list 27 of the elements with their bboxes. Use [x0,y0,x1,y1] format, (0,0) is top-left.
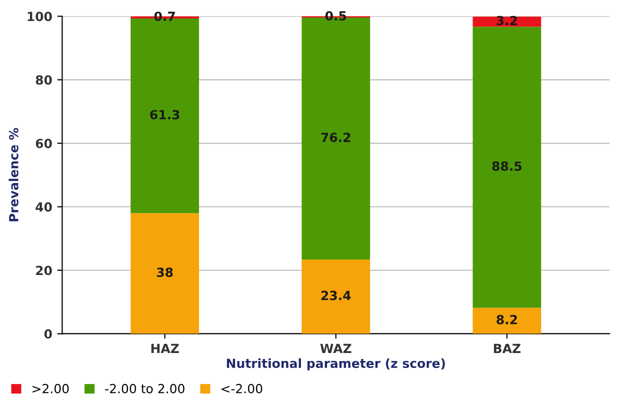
y-tick-label: 100 [28,12,52,22]
x-tick-label: BAZ [494,344,520,353]
data-label: 61.3 [150,110,180,120]
bar [302,259,370,334]
bar [472,308,542,334]
data-label: 3.2 [496,16,517,26]
data-label: 8.2 [496,314,517,324]
legend-label: -2.00 to 2.00 [105,384,184,394]
x-tick-label: HAZ [151,344,179,353]
data-label: 23.4 [321,290,351,300]
data-label: 38 [156,268,173,278]
y-tick-label: 80 [36,75,52,85]
y-axis-title: Prevalence % [8,128,18,222]
bar [130,213,200,334]
x-tick-label: WAZ [320,344,352,353]
y-tick-label: 60 [36,138,52,148]
data-label: 0.7 [154,12,175,22]
x-axis-title: Nutritional parameter (z score) [226,358,445,370]
data-label: 88.5 [492,161,522,171]
bar [472,26,542,308]
y-tick-label: 40 [36,202,52,212]
data-label: 76.2 [321,132,350,142]
legend-label: <-2.00 [222,384,262,394]
legend-label: >2.00 [32,384,69,394]
y-tick-label: 20 [36,266,52,276]
bar [472,16,542,27]
y-tick-label: 0 [44,329,52,339]
